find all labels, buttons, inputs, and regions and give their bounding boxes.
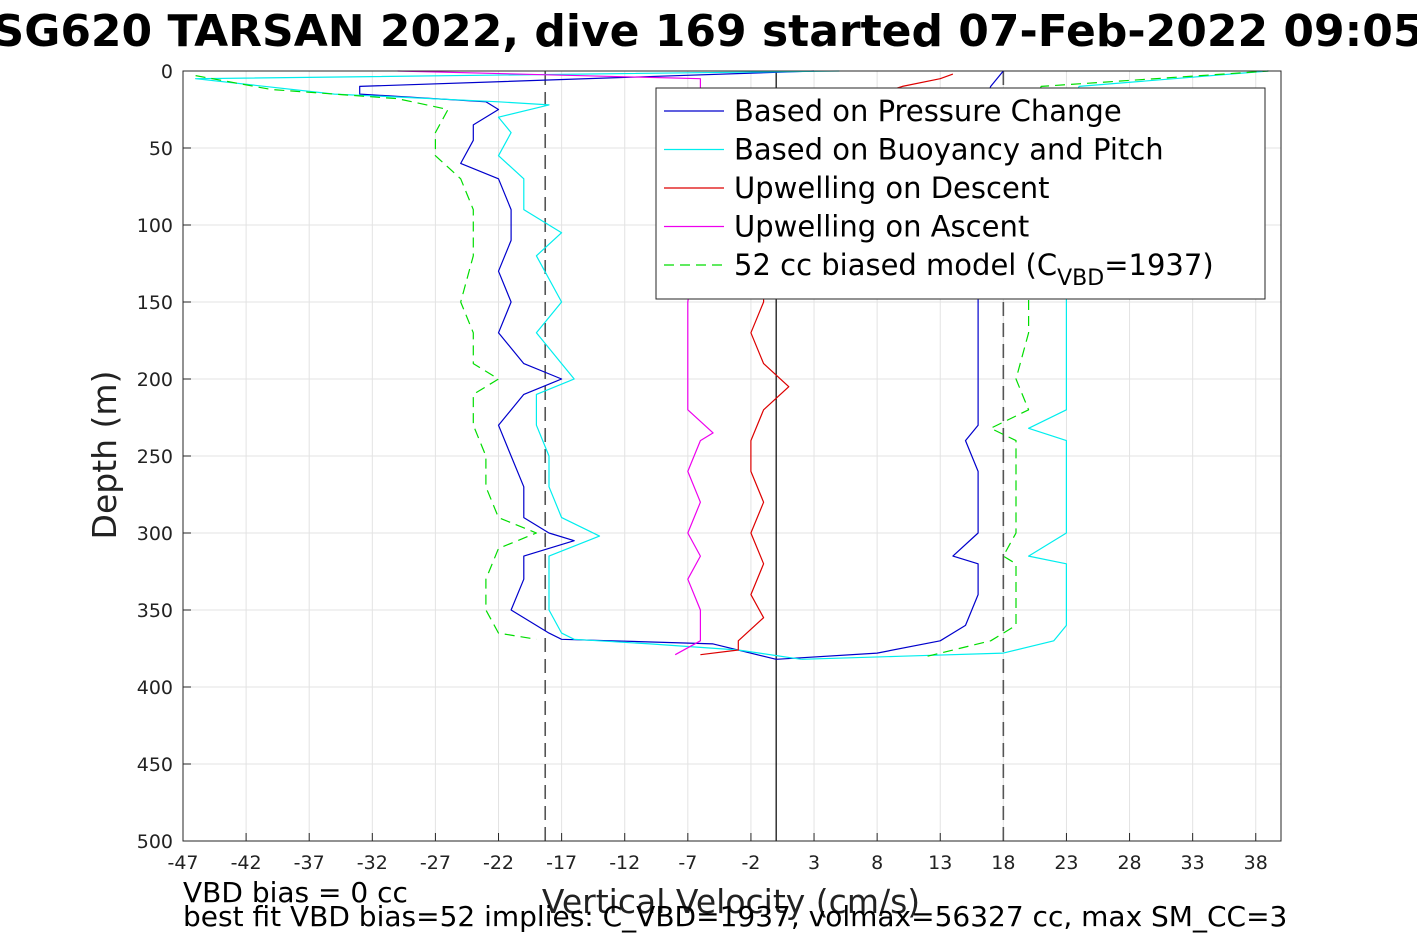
- footer-line-2: best fit VBD bias=52 implies: C_VBD=1937…: [183, 900, 1287, 933]
- x-tick-label: -17: [546, 852, 577, 874]
- legend-entry-suffix: =1937): [1104, 248, 1213, 282]
- x-tick-label: 23: [1054, 852, 1078, 874]
- x-tick-label: -37: [294, 852, 325, 874]
- x-tick-label: -27: [420, 852, 451, 874]
- legend-entry: 52 cc biased model (CVBD=1937): [734, 248, 1214, 291]
- chart-title: SG620 TARSAN 2022, dive 169 started 07-F…: [0, 6, 1417, 57]
- y-tick-label: 400: [137, 677, 173, 699]
- y-tick-label: 150: [137, 292, 173, 314]
- y-axis-label: Depth (m): [85, 371, 124, 540]
- legend: Based on Pressure Change Based on Buoyanc…: [655, 87, 1266, 300]
- x-tick-label: -47: [167, 852, 198, 874]
- legend-entry: Based on Buoyancy and Pitch: [734, 133, 1164, 167]
- x-tick-labels: -47 -42 -37 -32 -27 -22 -17 -12 -7 -2 3 8 13 18 23 28 33…: [167, 852, 1267, 874]
- plot-frame: [182, 70, 1282, 842]
- x-tick-label: -42: [231, 852, 262, 874]
- y-tick-label: 250: [137, 446, 173, 468]
- x-axis-label: Vertical Velocity (cm/s): [542, 882, 920, 921]
- legend-entry: Based on Pressure Change: [734, 94, 1122, 128]
- series-0-descent-line: [359, 70, 815, 660]
- y-tick-label: 100: [137, 215, 173, 237]
- series-1-descent-line: [195, 70, 840, 660]
- legend-box: [655, 87, 1266, 300]
- y-tick-label: 450: [137, 754, 173, 776]
- x-tick-label: -7: [678, 852, 697, 874]
- y-tick-labels: 0 50 100 150 200 250 300 350 400 450 500: [137, 61, 173, 853]
- legend-entry: Upwelling on Ascent: [734, 210, 1029, 244]
- x-tick-label: 3: [808, 852, 820, 874]
- series-4-descent-line: [195, 75, 538, 640]
- legend-entry-prefix: 52 cc biased model (C: [734, 248, 1057, 282]
- x-tick-label: -22: [483, 852, 514, 874]
- x-tick-label: 28: [1117, 852, 1141, 874]
- y-tick-label: 50: [149, 138, 173, 160]
- x-tick-label: -32: [357, 852, 388, 874]
- y-tick-label: 300: [137, 523, 173, 545]
- legend-entry: Upwelling on Descent: [734, 171, 1050, 205]
- x-tick-label: 33: [1181, 852, 1205, 874]
- legend-entry-subscript: VBD: [1057, 266, 1104, 291]
- x-tick-label: -12: [609, 852, 640, 874]
- x-tick-label: 18: [991, 852, 1015, 874]
- y-tick-label: 200: [137, 369, 173, 391]
- y-tick-label: 500: [137, 831, 173, 853]
- x-tick-label: 38: [1244, 852, 1268, 874]
- footer-line-1: VBD bias = 0 cc: [183, 876, 408, 909]
- x-tick-label: 13: [928, 852, 952, 874]
- x-tick-label: 8: [871, 852, 883, 874]
- y-tick-label: 0: [161, 61, 173, 83]
- y-tick-label: 350: [137, 600, 173, 622]
- x-tick-label: -2: [741, 852, 760, 874]
